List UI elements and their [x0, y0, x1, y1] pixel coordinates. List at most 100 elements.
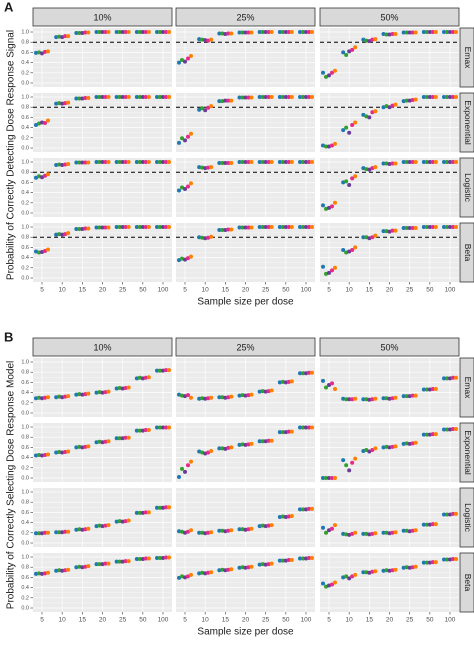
data-point [445, 427, 449, 432]
data-point [353, 245, 358, 250]
data-point [424, 522, 429, 527]
data-point [137, 428, 142, 433]
data-point [180, 256, 184, 261]
data-point [106, 30, 111, 34]
data-point [260, 389, 265, 394]
data-point [373, 531, 378, 536]
data-point [364, 570, 369, 575]
data-point [424, 432, 429, 437]
data-point [164, 505, 168, 510]
data-point [381, 568, 386, 573]
data-point [246, 393, 251, 398]
data-point [283, 95, 288, 99]
x-tick-label: 100 [301, 287, 312, 294]
data-point [54, 450, 59, 455]
row-strip [459, 92, 474, 153]
data-point [246, 565, 251, 570]
data-point [161, 160, 165, 164]
data-point [77, 96, 82, 101]
data-point [427, 432, 432, 437]
data-point [34, 50, 38, 55]
data-point [134, 510, 139, 515]
x-tick-label: 15 [222, 287, 230, 294]
data-point [229, 98, 234, 103]
data-point [404, 565, 409, 570]
data-point [373, 109, 378, 114]
data-point [454, 427, 458, 432]
data-point [341, 247, 346, 252]
data-point [183, 530, 187, 535]
data-point [74, 96, 79, 101]
data-point [266, 389, 271, 394]
data-point [164, 160, 168, 164]
data-point [161, 556, 165, 561]
x-tick-label: 25 [119, 287, 127, 294]
data-point [63, 162, 68, 167]
data-point [164, 95, 168, 99]
data-point [37, 395, 41, 400]
data-point [183, 394, 187, 399]
data-point [424, 160, 429, 164]
data-point [344, 532, 349, 537]
data-point [158, 30, 162, 34]
data-point [283, 380, 288, 385]
data-point [246, 527, 251, 532]
data-point [97, 30, 102, 34]
data-point [347, 49, 352, 54]
data-point [117, 225, 122, 229]
data-point [155, 556, 159, 561]
data-point [269, 561, 274, 566]
data-point [54, 35, 59, 40]
data-point [324, 385, 328, 390]
data-point [143, 160, 148, 164]
data-point [217, 528, 222, 533]
data-point [283, 514, 288, 519]
data-point [280, 225, 285, 229]
data-point [155, 425, 159, 430]
data-point [54, 568, 59, 573]
data-point [103, 225, 108, 230]
data-point [74, 445, 79, 450]
data-point [370, 110, 375, 115]
data-point [367, 115, 372, 120]
data-point [177, 60, 181, 65]
data-point [410, 393, 415, 398]
data-point [286, 160, 291, 164]
x-tick-label: 10 [346, 287, 354, 294]
data-point [209, 234, 214, 239]
data-point [146, 95, 151, 99]
data-point [433, 95, 438, 99]
data-point [333, 476, 337, 480]
data-point [381, 105, 386, 110]
data-point [370, 447, 375, 452]
data-point [80, 227, 85, 232]
data-point [321, 476, 325, 480]
row-strip-label: Exponential [463, 100, 473, 145]
y-tick-label: 0.4 [21, 455, 29, 461]
x-tick-label: 5 [40, 287, 44, 294]
data-point [298, 225, 302, 229]
data-point [134, 95, 139, 99]
y-tick-label: 0.0 [21, 605, 29, 611]
data-point [217, 568, 222, 573]
data-point [83, 226, 88, 231]
data-point [229, 567, 234, 572]
data-point [206, 396, 211, 401]
data-point [324, 584, 328, 589]
data-point [40, 175, 44, 180]
data-point [206, 530, 211, 535]
data-point [430, 160, 435, 164]
data-point [454, 375, 458, 380]
data-point [442, 225, 446, 229]
data-point [40, 453, 44, 458]
data-point [370, 531, 375, 536]
data-point [373, 37, 378, 42]
data-point [34, 249, 38, 254]
data-point [301, 160, 305, 164]
data-point [327, 73, 331, 78]
data-point [237, 442, 242, 447]
chart-b: B 10% 25% 50% Emax Exponential Logistic Beta Pro… [4, 329, 474, 638]
data-point [226, 567, 231, 572]
data-point [330, 381, 334, 386]
data-point [220, 161, 225, 166]
